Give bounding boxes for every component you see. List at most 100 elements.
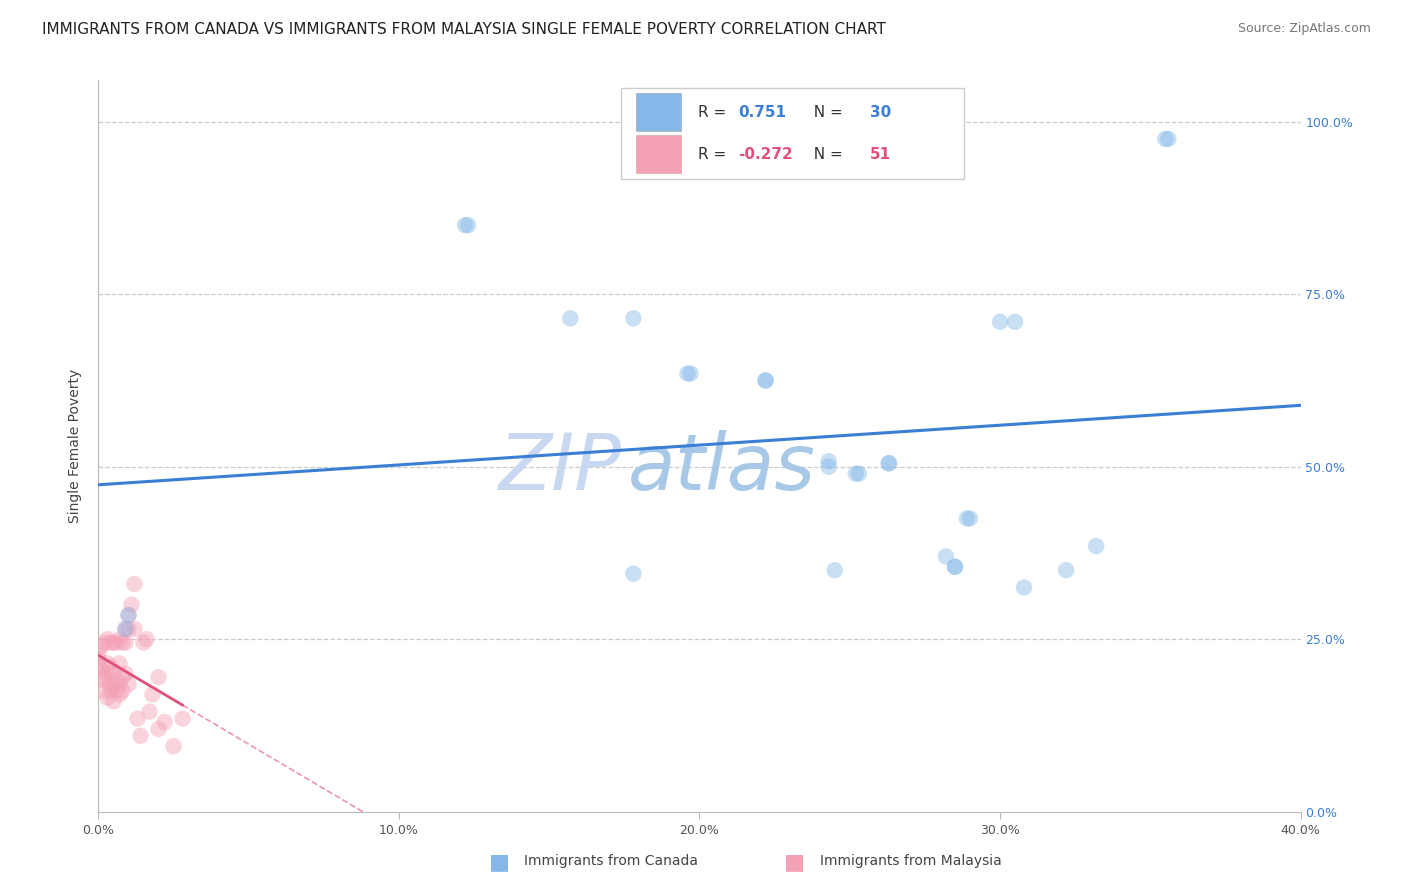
Point xyxy=(124,577,146,591)
Point xyxy=(90,639,112,653)
Point xyxy=(111,635,134,649)
Text: R =: R = xyxy=(699,104,731,120)
Point xyxy=(1154,132,1177,146)
FancyBboxPatch shape xyxy=(636,94,682,131)
Point xyxy=(96,632,118,647)
Point xyxy=(988,315,1011,329)
Point xyxy=(676,367,699,381)
Point xyxy=(755,374,778,388)
Point xyxy=(153,714,176,729)
Point xyxy=(877,456,900,470)
Point xyxy=(1085,539,1108,553)
Text: ■: ■ xyxy=(785,853,804,872)
Point xyxy=(1012,581,1035,595)
Point xyxy=(96,666,118,681)
Point xyxy=(93,673,115,688)
Point xyxy=(90,660,112,674)
Point xyxy=(117,608,139,623)
Point xyxy=(90,663,112,677)
Point xyxy=(877,456,900,470)
FancyBboxPatch shape xyxy=(621,87,965,179)
Point xyxy=(108,632,131,647)
FancyBboxPatch shape xyxy=(636,136,682,173)
Text: 30: 30 xyxy=(870,104,891,120)
Point xyxy=(114,635,136,649)
Text: 0.751: 0.751 xyxy=(738,104,786,120)
Point xyxy=(108,687,131,701)
Text: IMMIGRANTS FROM CANADA VS IMMIGRANTS FROM MALAYSIA SINGLE FEMALE POVERTY CORRELA: IMMIGRANTS FROM CANADA VS IMMIGRANTS FRO… xyxy=(42,22,886,37)
Point xyxy=(454,218,477,232)
Point xyxy=(93,670,115,684)
Text: N =: N = xyxy=(804,104,848,120)
Point xyxy=(935,549,957,564)
Point xyxy=(111,670,134,684)
Point xyxy=(103,681,125,695)
Point xyxy=(117,608,139,623)
Point xyxy=(845,467,868,481)
Point xyxy=(1054,563,1077,577)
Point xyxy=(114,666,136,681)
Point xyxy=(943,559,966,574)
Point xyxy=(755,374,778,388)
Point xyxy=(124,622,146,636)
Point xyxy=(817,454,839,468)
Text: Source: ZipAtlas.com: Source: ZipAtlas.com xyxy=(1237,22,1371,36)
Point xyxy=(129,729,152,743)
Text: Immigrants from Canada: Immigrants from Canada xyxy=(524,854,699,868)
Point xyxy=(959,511,981,525)
Point xyxy=(172,712,194,726)
Point xyxy=(96,657,118,671)
Point xyxy=(114,622,136,636)
Text: 51: 51 xyxy=(870,147,891,161)
Point xyxy=(114,622,136,636)
Point xyxy=(117,677,139,691)
Point xyxy=(956,511,979,525)
Point xyxy=(103,635,125,649)
Point xyxy=(87,646,110,660)
Point xyxy=(135,632,157,647)
Point xyxy=(162,739,184,754)
Point xyxy=(132,635,155,649)
Point xyxy=(105,673,128,688)
Point xyxy=(100,677,122,691)
Point xyxy=(100,635,122,649)
Point xyxy=(93,684,115,698)
Point xyxy=(943,559,966,574)
Point xyxy=(105,684,128,698)
Text: ■: ■ xyxy=(489,853,509,872)
Text: ZIP: ZIP xyxy=(498,430,621,506)
Point xyxy=(121,598,143,612)
Point xyxy=(127,712,149,726)
Point xyxy=(621,311,644,326)
Point xyxy=(100,684,122,698)
Point xyxy=(103,694,125,708)
Point xyxy=(457,218,479,232)
Point xyxy=(87,653,110,667)
Point xyxy=(96,690,118,705)
Point xyxy=(848,467,870,481)
Point xyxy=(824,563,846,577)
Point xyxy=(148,722,170,736)
Point xyxy=(560,311,582,326)
Point xyxy=(108,657,131,671)
Text: Immigrants from Malaysia: Immigrants from Malaysia xyxy=(820,854,1001,868)
Point xyxy=(103,666,125,681)
Point xyxy=(93,635,115,649)
Y-axis label: Single Female Poverty: Single Female Poverty xyxy=(69,369,83,523)
Point xyxy=(138,705,160,719)
Point xyxy=(100,660,122,674)
Point xyxy=(108,677,131,691)
Point xyxy=(621,566,644,581)
Text: R =: R = xyxy=(699,147,731,161)
Point xyxy=(148,670,170,684)
Text: N =: N = xyxy=(804,147,848,161)
Point xyxy=(679,367,702,381)
Text: -0.272: -0.272 xyxy=(738,147,793,161)
Point xyxy=(141,687,163,701)
Point xyxy=(111,684,134,698)
Point xyxy=(1157,132,1180,146)
Point xyxy=(117,622,139,636)
Point xyxy=(105,635,128,649)
Point xyxy=(817,459,839,474)
Point xyxy=(1004,315,1026,329)
